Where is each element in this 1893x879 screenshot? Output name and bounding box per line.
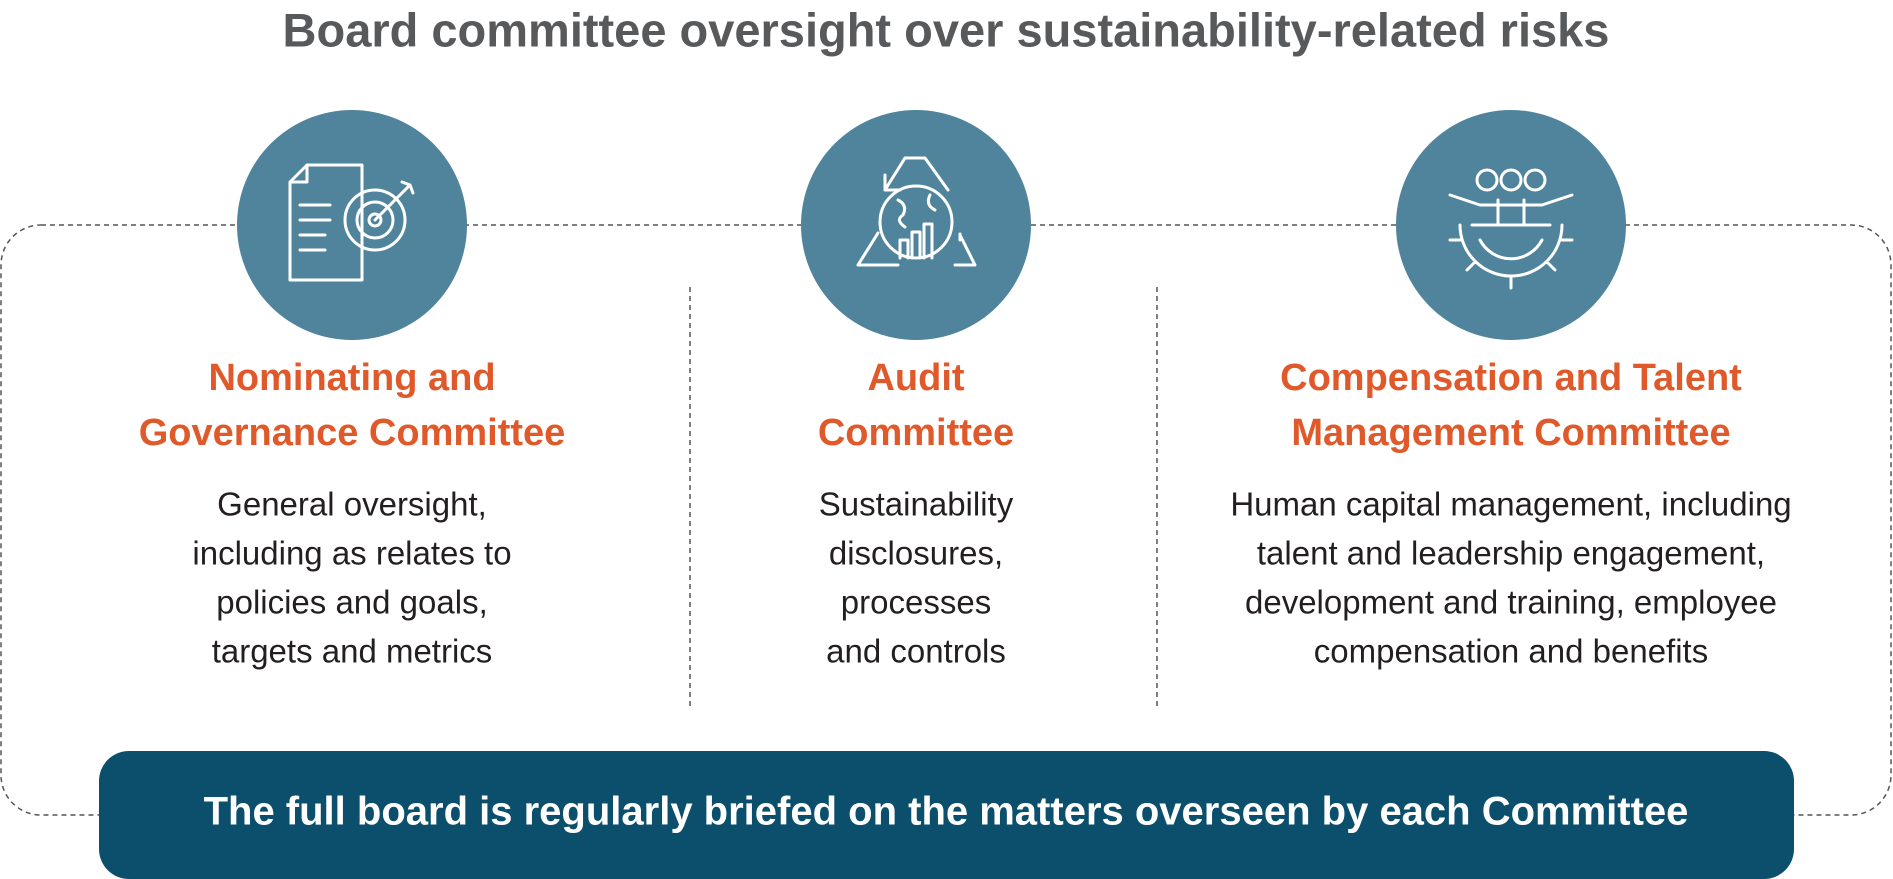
committee-description: compensation and benefits: [1314, 633, 1708, 670]
footer-text: The full board is regularly briefed on t…: [204, 790, 1689, 834]
committee-description: Human capital management, including: [1230, 486, 1791, 523]
committee-name: Compensation and Talent: [1280, 357, 1742, 399]
committee-name: Nominating and: [208, 357, 495, 399]
committee-description: talent and leadership engagement,: [1257, 535, 1765, 572]
footer-banner: [99, 751, 1794, 879]
icon-document-target: [237, 110, 467, 340]
committee-name: Audit: [867, 357, 964, 399]
committee-name: Committee: [818, 412, 1014, 454]
icon-globe-cycle: [801, 110, 1031, 340]
committee-description: development and training, employee: [1245, 584, 1777, 621]
title: Board committee oversight over sustainab…: [283, 3, 1610, 56]
committee-description: and controls: [826, 633, 1006, 670]
icon-team-gear: [1396, 110, 1626, 340]
committee-description: policies and goals,: [216, 584, 488, 621]
committee-description: Sustainability: [819, 486, 1014, 523]
committee-description: including as relates to: [192, 535, 511, 572]
committee-description: processes: [841, 584, 991, 621]
committee-description: disclosures,: [829, 535, 1003, 572]
committee-description: targets and metrics: [212, 633, 493, 670]
committee-description: General oversight,: [217, 486, 487, 523]
committee-name: Governance Committee: [139, 412, 566, 454]
committee-name: Management Committee: [1291, 412, 1730, 454]
